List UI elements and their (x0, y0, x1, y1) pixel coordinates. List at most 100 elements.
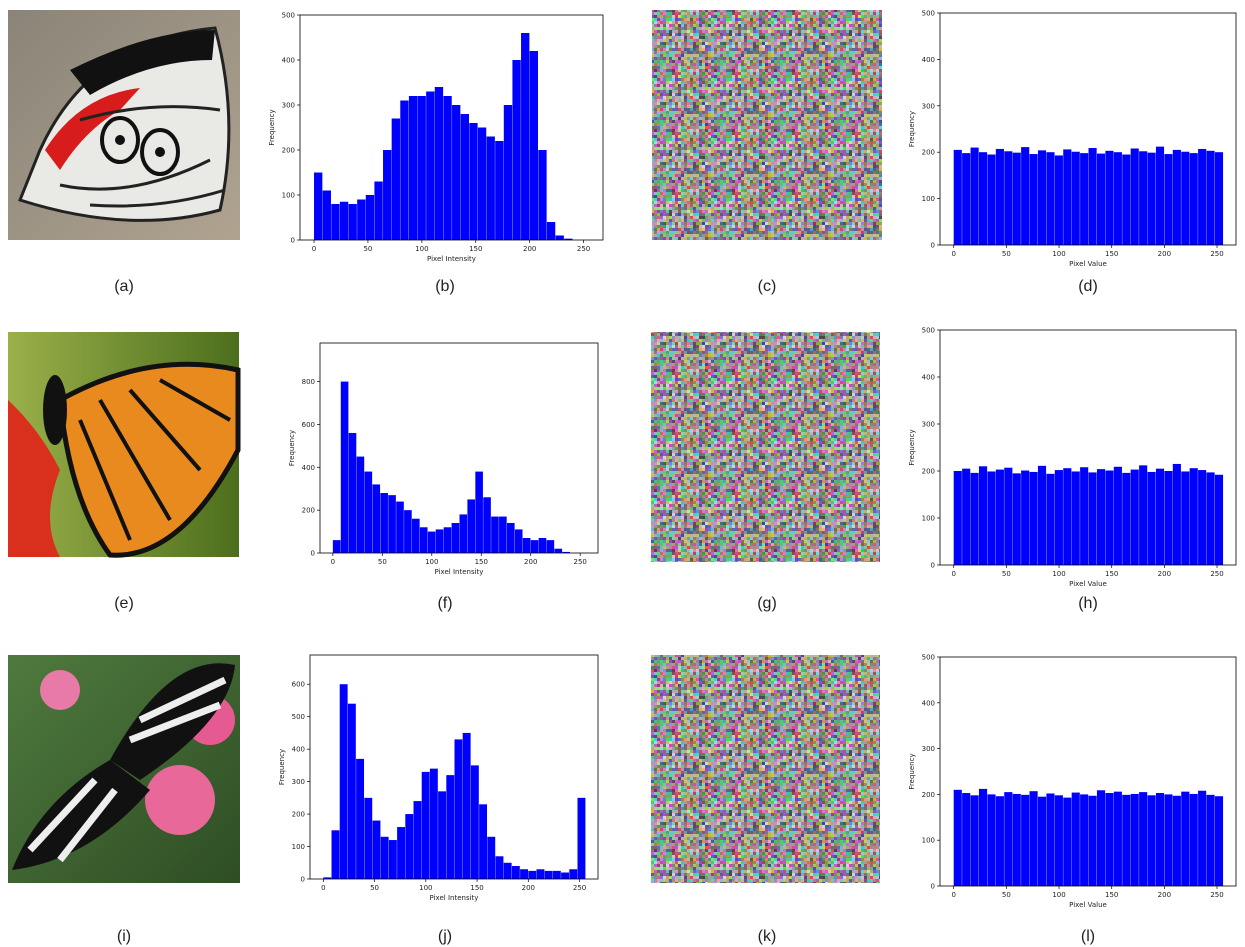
bar (412, 518, 420, 553)
x-tick-label: 150 (469, 245, 482, 253)
panel-caption: (f) (437, 595, 452, 612)
bar (400, 100, 409, 240)
bar (356, 456, 365, 553)
bar (417, 96, 426, 240)
x-tick-label: 200 (524, 558, 537, 566)
bar (538, 538, 547, 553)
bar (1080, 153, 1089, 245)
bar (1071, 151, 1080, 245)
bar (503, 105, 513, 240)
bar (1206, 794, 1215, 886)
bar (1214, 474, 1224, 565)
bar (1021, 470, 1030, 565)
histogram: 0 50 100 150 200 250 0 100 200 300 400 500 Pixel Val… (908, 10, 1237, 268)
y-tick-label: 600 (292, 681, 305, 689)
panel-caption: (i) (117, 928, 131, 945)
x-axis-label: Pixel Value (1069, 901, 1107, 909)
bar (331, 204, 340, 240)
y-tick-label: 500 (922, 10, 935, 18)
bar (491, 516, 499, 553)
bar (970, 472, 979, 565)
bar (1172, 795, 1181, 886)
y-tick-label: 0 (931, 562, 935, 570)
bar (380, 836, 389, 879)
bar (427, 531, 436, 553)
bar (512, 60, 521, 240)
bar (953, 789, 962, 886)
x-tick-label: 100 (1052, 250, 1065, 258)
bar (1113, 152, 1122, 245)
panel-caption: (d) (1078, 278, 1098, 295)
x-tick-label: 150 (1105, 250, 1118, 258)
x-tick-label: 200 (523, 245, 536, 253)
bar (1046, 793, 1055, 886)
bar (443, 527, 452, 553)
bar (569, 869, 578, 879)
y-axis-label: Frequency (278, 749, 286, 785)
bar (396, 501, 404, 553)
bar (364, 471, 373, 553)
bar (435, 529, 444, 553)
bar (1096, 469, 1106, 565)
bar (1037, 796, 1047, 886)
bar (577, 797, 586, 879)
bar (348, 433, 357, 553)
bar (1139, 151, 1148, 245)
bar (1004, 151, 1013, 245)
bar (529, 51, 539, 240)
cipher-image-g (651, 332, 880, 562)
bar (1105, 150, 1114, 245)
bar (1063, 149, 1072, 245)
bar (322, 190, 331, 240)
bar (555, 235, 564, 240)
plot-frame (319, 342, 599, 554)
plot-frame (939, 329, 1237, 566)
bar (978, 152, 988, 245)
bar (1130, 469, 1139, 565)
plot-frame (939, 656, 1237, 887)
x-tick-label: 150 (1105, 570, 1118, 578)
y-tick-label: 400 (922, 56, 935, 64)
y-tick-label: 100 (922, 515, 935, 523)
bar (995, 796, 1004, 886)
bar (506, 523, 515, 553)
bar (323, 877, 332, 879)
bar (1164, 154, 1173, 245)
y-tick-label: 200 (922, 791, 935, 799)
x-tick-label: 50 (378, 558, 387, 566)
bar (467, 499, 476, 553)
bar (446, 775, 455, 879)
x-tick-label: 250 (577, 245, 590, 253)
bar (978, 788, 988, 886)
bar (372, 820, 381, 879)
bar (522, 538, 531, 553)
histogram: 0 50 100 150 200 250 0 100 200 300 400 500 Pixel Val… (908, 327, 1237, 588)
bar (1071, 471, 1080, 565)
bar (1214, 796, 1224, 886)
bar (404, 510, 412, 553)
y-tick-label: 200 (292, 811, 305, 819)
x-tick-label: 0 (321, 884, 325, 892)
bar (978, 466, 988, 565)
panel-caption: (k) (758, 928, 777, 945)
panel-caption: (b) (435, 278, 455, 295)
y-tick-label: 0 (311, 550, 315, 558)
x-tick-label: 200 (522, 884, 535, 892)
bar (1054, 795, 1063, 886)
bar (383, 150, 392, 240)
x-tick-label: 100 (419, 884, 432, 892)
bar (438, 791, 447, 879)
bar (1113, 791, 1122, 886)
bar (1181, 791, 1190, 886)
bar (962, 793, 971, 886)
bar (1206, 472, 1215, 565)
y-tick-label: 500 (292, 713, 305, 721)
bar (462, 732, 471, 879)
bar (477, 127, 487, 240)
bar (339, 684, 348, 879)
bar (1155, 146, 1165, 245)
x-tick-label: 200 (1158, 250, 1171, 258)
bar (1096, 790, 1106, 886)
bar (495, 856, 504, 879)
bar (1088, 472, 1097, 565)
